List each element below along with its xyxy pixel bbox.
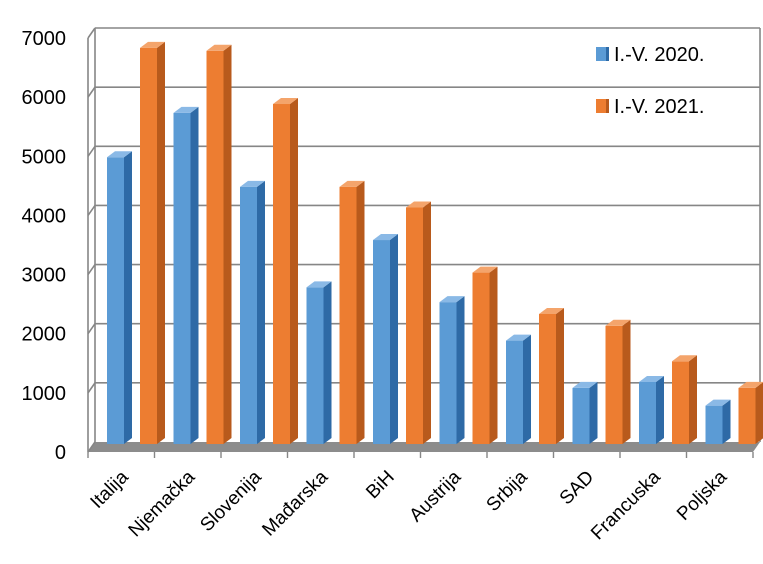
bar-2020-francuska (639, 382, 656, 444)
x-tick-label: Austrija (406, 466, 466, 526)
bar-2021-mađarska (340, 187, 357, 444)
bar-2021-italija-side (157, 42, 165, 444)
bar-2020-mađarska-side (324, 281, 332, 444)
side-wall-line (88, 324, 95, 334)
legend-swatch-edge (606, 99, 609, 113)
y-tick-label: 7000 (22, 28, 67, 50)
y-tick-label: 4000 (22, 205, 67, 227)
x-tick-label: Njemačka (125, 466, 200, 541)
bar-2020-sad (573, 388, 590, 444)
x-tick-label: Francuska (587, 466, 665, 544)
x-tick-label: BiH (362, 467, 399, 504)
y-tick-label: 0 (55, 442, 66, 464)
side-wall-line (88, 87, 95, 97)
y-tick-label: 2000 (22, 324, 67, 346)
bar-2021-bih (406, 208, 423, 444)
legend-label: I.-V. 2021. (614, 96, 704, 118)
bar-2021-francuska-side (689, 355, 697, 444)
bar-2020-austrija (440, 302, 457, 444)
bar-2020-mađarska (307, 287, 324, 444)
legend-swatch-edge (606, 47, 609, 61)
bar-2021-austrija-side (490, 267, 498, 444)
y-tick-label: 6000 (22, 87, 67, 109)
bar-2021-njemačka (207, 51, 224, 444)
bar-2020-njemačka (174, 113, 191, 444)
bar-2021-sad-side (623, 320, 631, 444)
x-tick-label: Srbija (483, 466, 533, 516)
bar-2020-bih-side (390, 234, 398, 444)
bar-2020-sad-side (590, 382, 598, 444)
bar-2020-njemačka-side (191, 107, 199, 444)
bar-2020-poljska (706, 406, 723, 444)
side-wall-line (88, 146, 95, 156)
x-tick-label: Mađarska (258, 466, 332, 540)
bar-2020-italija (107, 157, 124, 444)
x-tick-label: Italija (87, 466, 134, 513)
bar-2020-slovenija-side (257, 181, 265, 444)
legend-label: I.-V. 2020. (614, 44, 704, 66)
bar-2021-njemačka-side (224, 45, 232, 444)
bar-2021-mađarska-side (357, 181, 365, 444)
bar-2021-sad (606, 326, 623, 444)
bar-2021-italija (140, 48, 157, 444)
bar-2020-poljska-side (723, 400, 731, 444)
bar-2021-slovenija (273, 104, 290, 444)
y-tick-label: 3000 (22, 265, 67, 287)
bar-2020-italija-side (124, 151, 132, 444)
bar-2021-poljska (739, 388, 756, 444)
bar-2021-srbija-side (556, 308, 564, 444)
bar-2020-srbija-side (523, 335, 531, 444)
bar-2020-bih (373, 240, 390, 444)
bar-2021-srbija (539, 314, 556, 444)
bar-2021-bih-side (423, 202, 431, 444)
bar-2020-srbija (506, 341, 523, 444)
y-tick-label: 5000 (22, 146, 67, 168)
bar-2020-francuska-side (656, 376, 664, 444)
y-tick-label: 1000 (22, 383, 67, 405)
x-tick-label: SAD (556, 467, 598, 509)
bar-2020-slovenija (240, 187, 257, 444)
bar-2021-austrija (473, 273, 490, 444)
bar-2021-poljska-side (756, 382, 763, 444)
x-tick-label: Slovenija (196, 466, 266, 536)
side-wall-line (88, 383, 95, 393)
bar-2020-austrija-side (457, 296, 465, 444)
x-tick-label: Poljska (673, 466, 731, 524)
side-wall-line (88, 265, 95, 275)
side-wall-line (88, 205, 95, 215)
bar-2021-slovenija-side (290, 98, 298, 444)
side-wall-line (88, 28, 95, 38)
bar-2021-francuska (672, 361, 689, 444)
